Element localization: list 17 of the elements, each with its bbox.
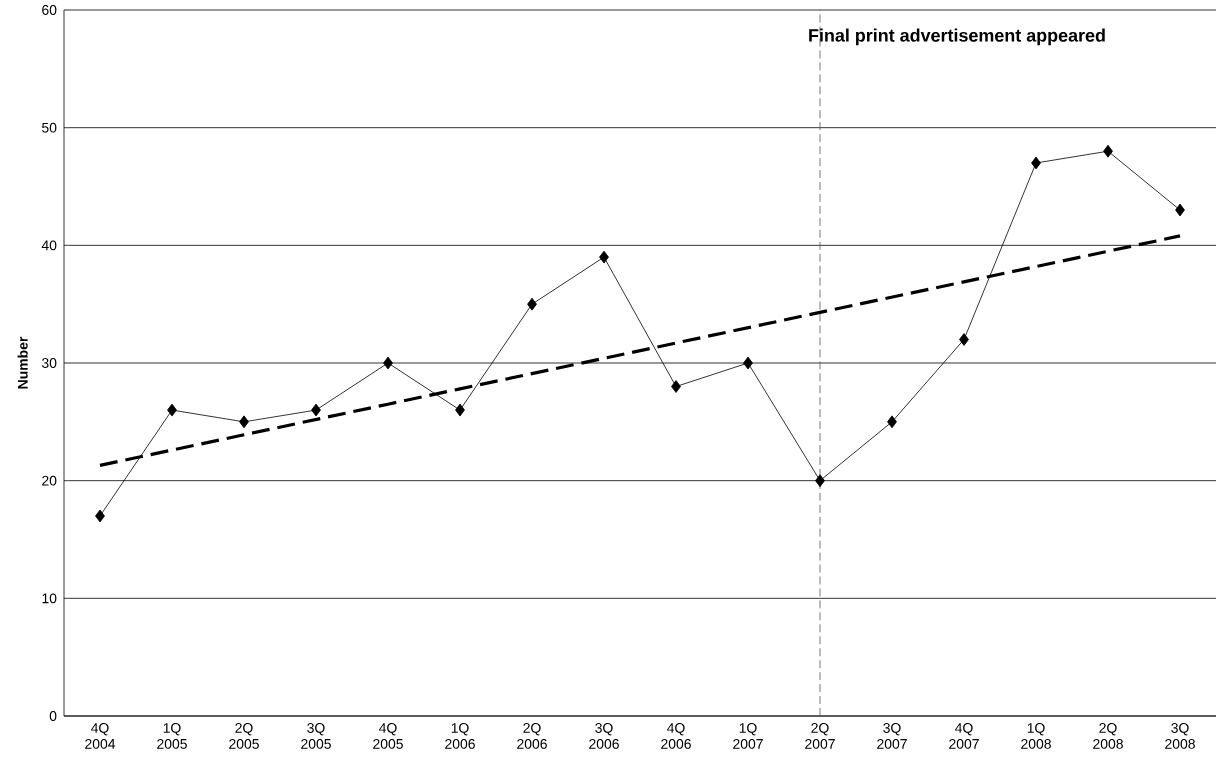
point	[887, 415, 897, 429]
point	[167, 403, 177, 417]
ref-line-label: Final print advertisement appeared	[809, 28, 1105, 46]
point	[1031, 156, 1041, 170]
point	[455, 403, 465, 417]
point	[815, 474, 825, 488]
point	[527, 297, 537, 311]
point	[959, 333, 969, 346]
point	[311, 403, 321, 417]
point	[1175, 203, 1185, 217]
point	[95, 509, 105, 523]
point	[383, 356, 393, 370]
point	[1103, 144, 1113, 158]
point	[599, 250, 609, 264]
point	[743, 356, 753, 370]
point	[239, 415, 249, 429]
point	[671, 380, 681, 393]
